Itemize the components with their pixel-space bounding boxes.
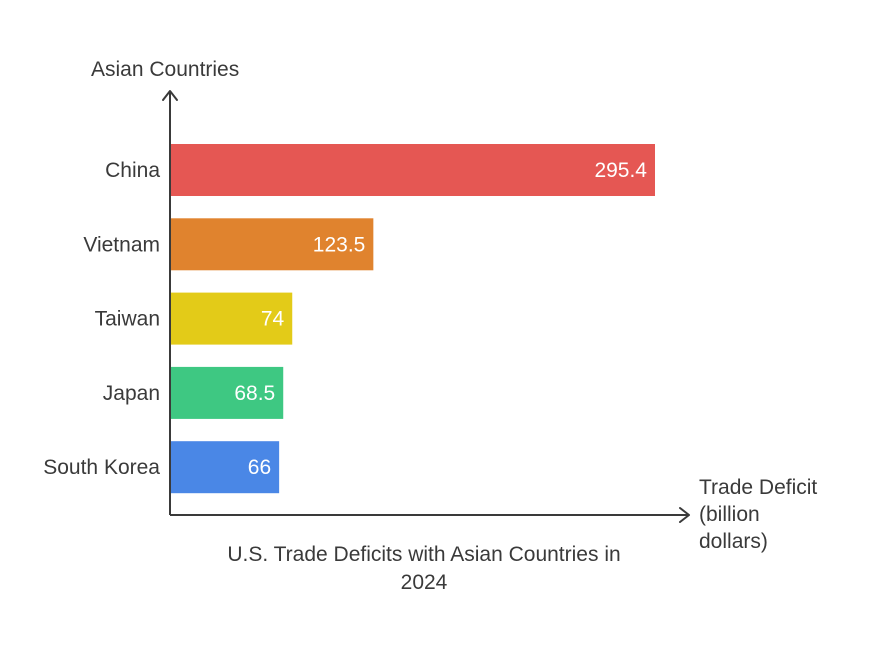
y-axis-title: Asian Countries [91,58,239,81]
labels-layer: 295.4 China 123.5 Vietnam 74 Taiwan 68.5 Japan 6… [43,159,647,479]
category-label-taiwan: Taiwan [95,308,160,331]
chart-title-line-2: 2024 [401,571,448,594]
value-label-south-korea: 66 [248,456,271,479]
bar-taiwan [171,292,293,345]
chart-title-line-1: U.S. Trade Deficits with Asian Countries… [227,543,620,566]
value-label-taiwan: 74 [261,308,285,331]
bar-vietnam [171,218,374,271]
x-axis-title-line-2: (billion [699,503,760,526]
category-label-south-korea: South Korea [43,456,160,479]
value-label-vietnam: 123.5 [313,233,366,256]
x-axis-arrow-icon [679,507,690,523]
value-label-japan: 68.5 [234,382,275,405]
bars-layer [171,144,655,494]
bar-south-korea [171,441,280,494]
x-axis-title-line-3: dollars) [699,530,768,553]
category-label-vietnam: Vietnam [83,233,160,256]
bar-china [171,144,655,196]
category-label-china: China [105,159,160,182]
x-axis-title-line-1: Trade Deficit [699,476,817,499]
value-label-china: 295.4 [594,159,647,182]
bar-japan [171,366,284,419]
category-label-japan: Japan [103,382,160,405]
y-axis-arrow-icon [162,90,178,101]
